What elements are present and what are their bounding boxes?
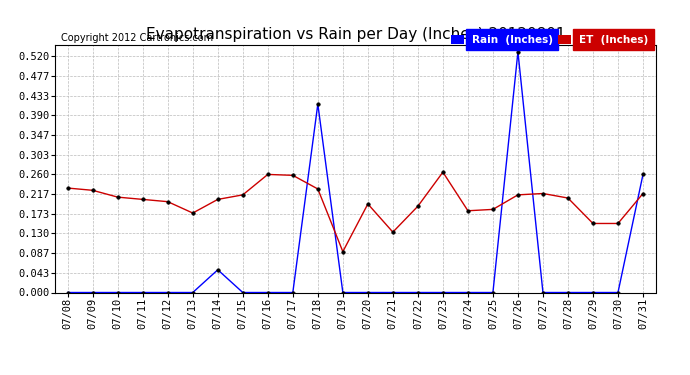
Text: Copyright 2012 Cartronics.com: Copyright 2012 Cartronics.com	[61, 33, 213, 42]
Legend: Rain  (Inches), ET  (Inches): Rain (Inches), ET (Inches)	[449, 33, 650, 47]
Title: Evapotranspiration vs Rain per Day (Inches) 20120801: Evapotranspiration vs Rain per Day (Inch…	[146, 27, 565, 42]
